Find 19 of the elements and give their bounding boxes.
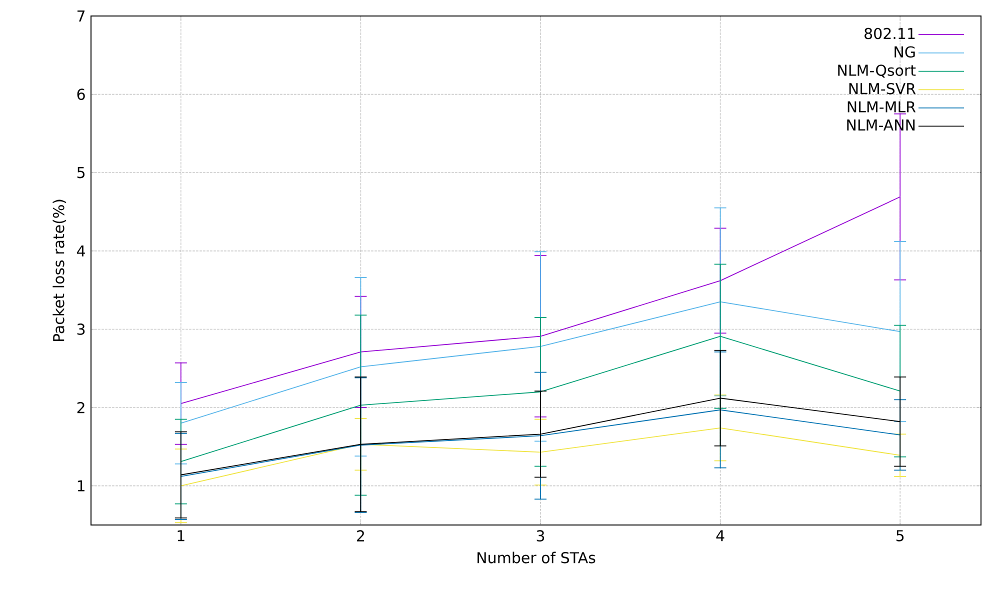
- x-axis-title: Number of STAs: [478, 552, 596, 564]
- x-tick-label: 3: [536, 530, 544, 542]
- y-tick-label: 4: [77, 245, 85, 256]
- legend-label: 802.11: [864, 28, 915, 40]
- legend-label: NLM-MLR: [848, 101, 916, 112]
- legend-label: NLM-SVR: [849, 82, 916, 94]
- x-tick-label: 4: [716, 530, 724, 542]
- y-tick-label: 5: [77, 167, 84, 178]
- x-tick-label: 1: [178, 530, 184, 542]
- legend-label: NLM-Qsort: [838, 64, 916, 78]
- y-tick-label: 1: [78, 480, 84, 492]
- x-tick-label: 2: [357, 530, 364, 542]
- y-tick-label: 2: [77, 402, 84, 414]
- y-axis-title: Packet loss rate(%): [52, 200, 66, 342]
- x-tick-label: 5: [896, 530, 904, 542]
- y-tick-label: 7: [77, 10, 85, 22]
- y-tick-label: 3: [77, 324, 85, 335]
- y-tick-label: 6: [77, 88, 85, 100]
- legend-label: NG: [894, 46, 915, 58]
